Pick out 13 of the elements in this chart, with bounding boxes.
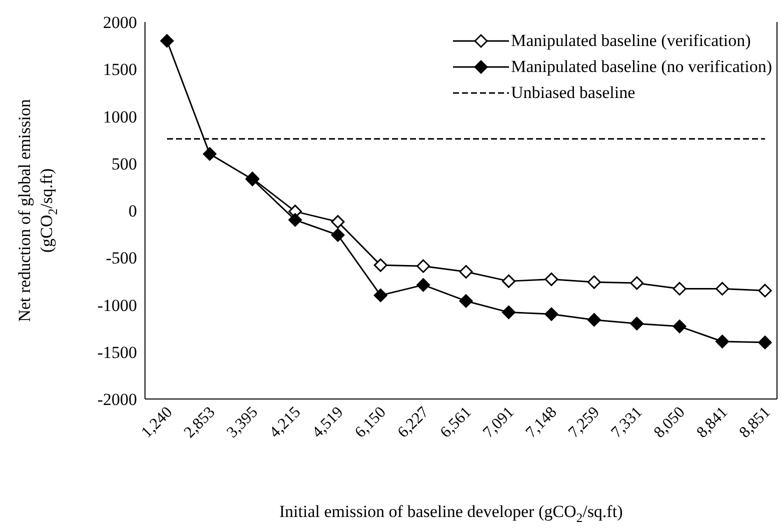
y-tick-label: -2000 xyxy=(97,390,137,410)
legend-label: Unbiased baseline xyxy=(510,83,636,103)
y-tick-label: 0 xyxy=(128,202,137,221)
y-tick-label: -1500 xyxy=(97,342,137,362)
legend-label: Manipulated baseline (no verification) xyxy=(510,57,772,77)
x-axis-title: Initial emission of baseline developer (gCO$_{2}$/sq.ft) xyxy=(279,502,623,525)
legend-label: Manipulated baseline (verification) xyxy=(510,31,751,51)
y-tick-label: -500 xyxy=(106,248,137,268)
y-tick-label: 1000 xyxy=(103,107,137,126)
y-tick-label: -1000 xyxy=(97,296,137,315)
y-tick-label: 500 xyxy=(112,154,137,174)
y-tick-label: 2000 xyxy=(103,13,137,32)
y-tick-label: 1500 xyxy=(103,60,137,80)
